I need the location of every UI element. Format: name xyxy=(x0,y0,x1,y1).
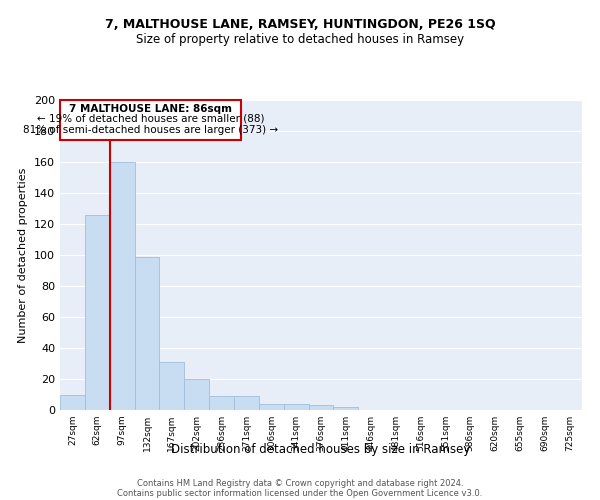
Bar xyxy=(334,407,358,410)
Text: ← 19% of detached houses are smaller (88): ← 19% of detached houses are smaller (88… xyxy=(37,114,265,124)
Text: 7 MALTHOUSE LANE: 86sqm: 7 MALTHOUSE LANE: 86sqm xyxy=(69,104,232,114)
Bar xyxy=(308,406,334,410)
Text: 81% of semi-detached houses are larger (373) →: 81% of semi-detached houses are larger (… xyxy=(23,125,278,135)
Bar xyxy=(110,162,134,410)
Text: Size of property relative to detached houses in Ramsey: Size of property relative to detached ho… xyxy=(136,32,464,46)
Text: 7, MALTHOUSE LANE, RAMSEY, HUNTINGDON, PE26 1SQ: 7, MALTHOUSE LANE, RAMSEY, HUNTINGDON, P… xyxy=(104,18,496,30)
Text: Contains HM Land Registry data © Crown copyright and database right 2024.: Contains HM Land Registry data © Crown c… xyxy=(137,478,463,488)
Bar xyxy=(259,404,284,410)
Bar xyxy=(160,362,184,410)
Bar xyxy=(85,214,110,410)
Bar xyxy=(234,396,259,410)
Text: Distribution of detached houses by size in Ramsey: Distribution of detached houses by size … xyxy=(172,444,470,456)
Bar xyxy=(134,256,160,410)
Bar xyxy=(184,379,209,410)
Bar xyxy=(60,394,85,410)
Text: Contains public sector information licensed under the Open Government Licence v3: Contains public sector information licen… xyxy=(118,488,482,498)
FancyBboxPatch shape xyxy=(60,100,241,140)
Bar xyxy=(284,404,308,410)
Bar xyxy=(209,396,234,410)
Y-axis label: Number of detached properties: Number of detached properties xyxy=(19,168,28,342)
